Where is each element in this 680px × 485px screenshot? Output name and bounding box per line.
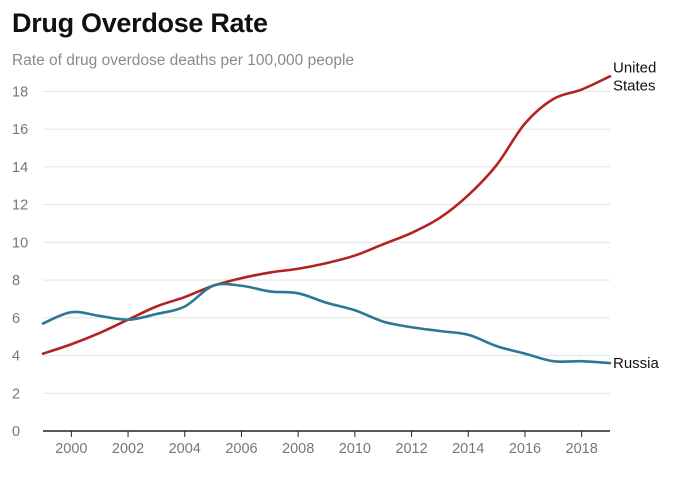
y-tick-label: 2 — [12, 386, 20, 402]
y-tick-label: 10 — [12, 235, 28, 251]
y-tick-label: 0 — [12, 424, 20, 440]
series-label-russia: Russia — [613, 355, 660, 372]
x-tick-label: 2004 — [169, 441, 201, 457]
x-tick-label: 2018 — [566, 441, 598, 457]
gridlines — [43, 90, 610, 394]
y-tick-label: 18 — [12, 84, 28, 100]
x-tick-label: 2002 — [112, 441, 144, 457]
x-axis-ticks: 2000 2002 2004 2006 2008 2010 2012 2014 2016 2018 — [55, 431, 598, 457]
y-axis-ticks: 0 2 4 6 8 10 12 14 16 18 — [12, 84, 28, 440]
chart-subtitle: Rate of drug overdose deaths per 100,000… — [12, 52, 355, 69]
x-tick-label: 2016 — [509, 441, 541, 457]
series-line-russia — [41, 282, 612, 365]
y-tick-label: 14 — [12, 160, 28, 176]
x-tick-label: 2014 — [452, 441, 484, 457]
x-tick-label: 2006 — [225, 441, 257, 457]
chart-title: Drug Overdose Rate — [12, 8, 268, 38]
x-tick-label: 2008 — [282, 441, 314, 457]
x-tick-label: 2012 — [395, 441, 427, 457]
series-label-united-states: United — [613, 59, 656, 76]
y-tick-label: 16 — [12, 122, 28, 138]
y-tick-label: 6 — [12, 311, 20, 327]
series-lines — [41, 75, 612, 365]
y-tick-label: 12 — [12, 198, 28, 214]
series-line-united-states — [41, 75, 612, 355]
y-tick-label: 8 — [12, 273, 20, 289]
series-label-united-states: States — [613, 77, 656, 94]
y-tick-label: 4 — [12, 349, 20, 365]
x-tick-label: 2010 — [339, 441, 371, 457]
x-tick-label: 2000 — [55, 441, 87, 457]
